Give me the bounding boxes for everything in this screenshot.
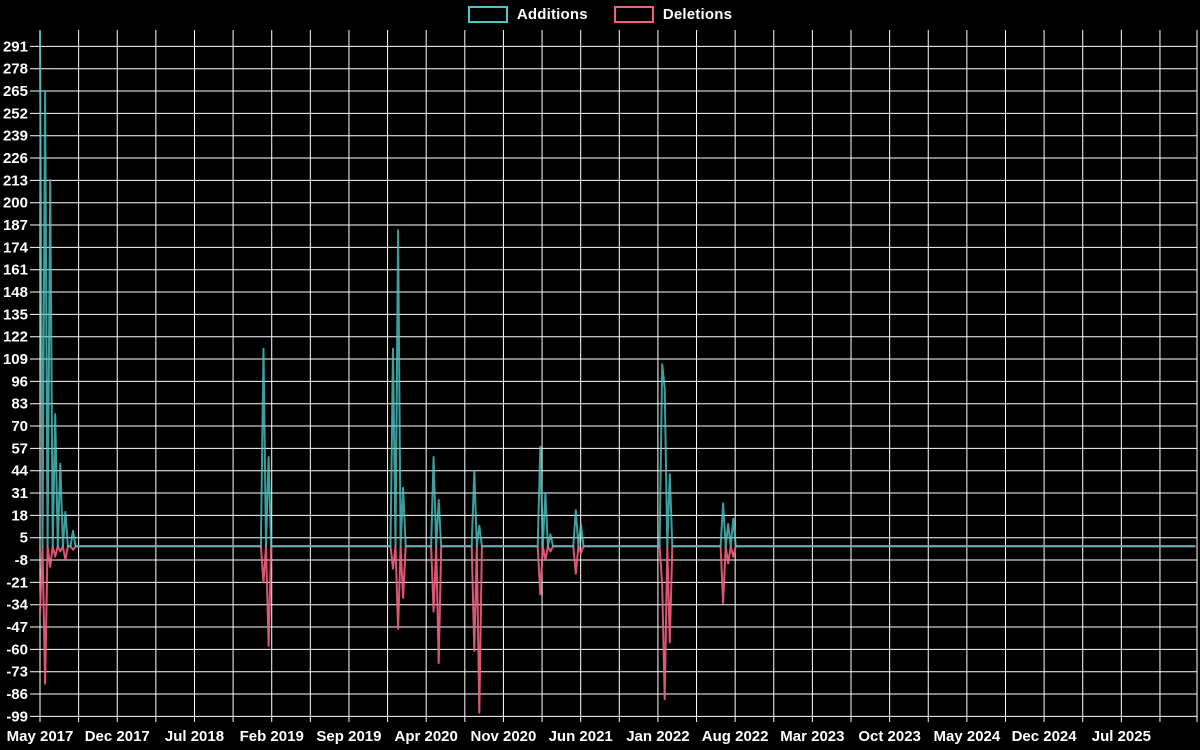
y-tick-label: -47 [6,619,28,636]
y-tick-label: 148 [3,284,28,301]
y-tick-label: 239 [3,128,28,145]
legend-item-deletions[interactable]: Deletions [613,6,733,23]
deletions-legend-swatch [613,6,654,23]
y-tick-label: -8 [15,552,28,569]
x-tick-label: Jul 2025 [1092,728,1151,745]
y-tick-label: -99 [6,708,28,725]
y-tick-label: 31 [11,485,28,502]
x-tick-label: Oct 2023 [858,728,921,745]
y-tick-label: 96 [11,373,28,390]
y-tick-label: 83 [11,396,28,413]
y-tick-label: 252 [3,105,28,122]
x-tick-label: Apr 2020 [395,728,458,745]
deletions-line [39,545,1196,714]
y-tick-label: -60 [6,641,28,658]
x-tick-label: Jun 2021 [549,728,613,745]
y-tick-label: 174 [3,239,29,256]
y-tick-label: 135 [3,306,28,323]
y-tick-label: 44 [11,463,28,480]
y-tick-label: 213 [3,172,28,189]
y-tick-label: -21 [6,574,28,591]
y-tick-label: 109 [3,351,28,368]
additions-legend-swatch [467,6,508,23]
y-tick-label: 200 [3,195,28,212]
x-tick-label: Mar 2023 [780,728,844,745]
x-tick-label: May 2017 [7,728,74,745]
x-tick-label: May 2024 [934,728,1001,745]
chart-legend: Additions Deletions [0,6,1200,23]
legend-item-additions[interactable]: Additions [467,6,588,23]
x-tick-label: Aug 2022 [702,728,769,745]
y-tick-label: 122 [3,329,28,346]
y-tick-label: -86 [6,686,28,703]
additions-line [39,30,1196,548]
y-tick-label: 18 [11,507,28,524]
y-tick-label: 278 [3,61,28,78]
x-tick-label: Nov 2020 [470,728,536,745]
x-tick-label: Jul 2018 [165,728,224,745]
x-tick-label: Feb 2019 [240,728,304,745]
y-tick-label: 5 [20,530,28,547]
y-tick-label: 265 [3,83,28,100]
y-tick-label: 161 [3,262,28,279]
y-tick-label: 57 [11,440,28,457]
x-tick-label: Sep 2019 [316,728,381,745]
deletions-legend-label: Deletions [662,6,733,23]
y-tick-label: 187 [3,217,28,234]
y-tick-label: 70 [11,418,28,435]
y-tick-label: 226 [3,150,28,167]
y-tick-label: -34 [6,597,28,614]
x-tick-label: Dec 2017 [85,728,150,745]
additions-legend-label: Additions [516,6,588,23]
y-tick-label: -73 [6,664,28,681]
x-tick-label: Jan 2022 [626,728,689,745]
x-tick-label: Dec 2024 [1012,728,1078,745]
y-tick-label: 291 [3,38,28,55]
